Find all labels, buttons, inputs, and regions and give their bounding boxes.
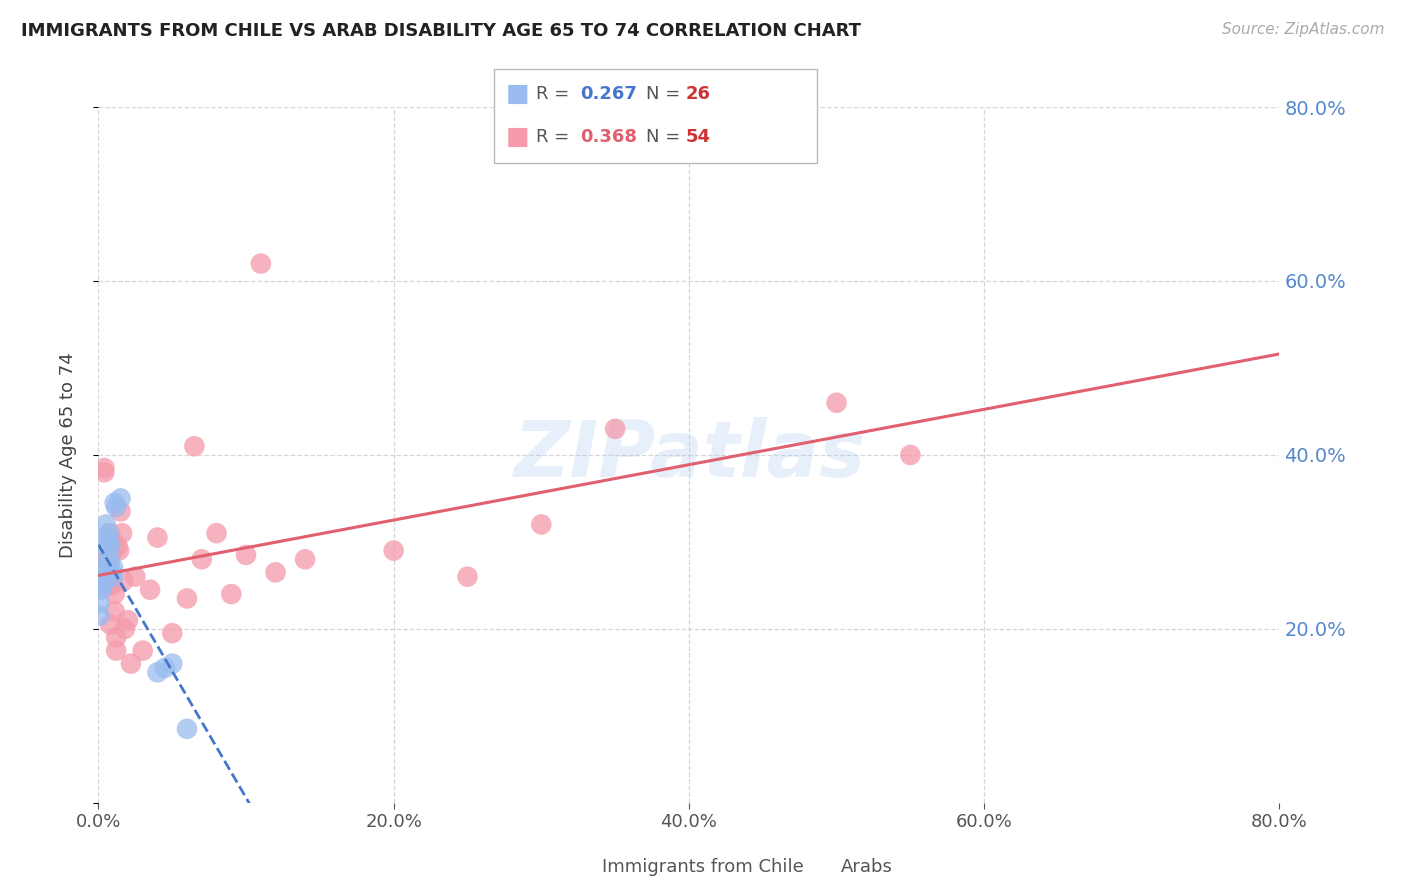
Point <box>162 657 183 671</box>
Text: 26: 26 <box>685 86 710 103</box>
Point <box>103 561 125 575</box>
Point <box>457 570 479 584</box>
Text: 0.267: 0.267 <box>579 86 637 103</box>
Point <box>90 574 112 588</box>
Point <box>96 543 118 558</box>
Point <box>107 539 129 553</box>
Point <box>98 539 121 553</box>
Point <box>98 552 121 566</box>
Point <box>191 552 214 566</box>
Point <box>97 534 120 549</box>
Point <box>96 578 118 592</box>
Point <box>91 570 114 584</box>
Point <box>111 526 134 541</box>
Point <box>162 626 183 640</box>
Point <box>91 557 114 571</box>
Text: 54: 54 <box>685 128 710 146</box>
Text: 0.368: 0.368 <box>579 128 637 146</box>
Point <box>93 566 115 580</box>
Point <box>139 582 162 597</box>
Point <box>104 496 127 510</box>
Point <box>103 543 125 558</box>
Point <box>294 552 316 566</box>
Point <box>94 517 117 532</box>
Point <box>176 722 198 736</box>
Point <box>96 531 118 545</box>
Point <box>93 466 115 480</box>
Point <box>104 605 127 619</box>
Point <box>97 526 120 541</box>
Point <box>93 461 115 475</box>
Point <box>153 661 176 675</box>
Point <box>97 570 120 584</box>
Point <box>100 566 122 580</box>
Point <box>100 578 122 592</box>
Point <box>530 517 553 532</box>
Text: ■: ■ <box>505 126 529 150</box>
Point <box>117 613 139 627</box>
Point <box>221 587 243 601</box>
Point <box>89 608 111 623</box>
Point <box>183 439 205 453</box>
Point <box>110 491 132 506</box>
Point <box>146 665 169 680</box>
Point <box>900 448 922 462</box>
Point <box>89 570 111 584</box>
Point <box>103 534 125 549</box>
Point <box>605 422 627 436</box>
Point <box>89 561 111 575</box>
Point <box>825 395 848 409</box>
Point <box>112 574 135 588</box>
Point <box>98 526 121 541</box>
Point <box>105 631 128 645</box>
Point <box>98 617 121 632</box>
Point <box>205 526 228 541</box>
Point <box>89 596 111 610</box>
Point <box>114 622 136 636</box>
Point <box>90 566 112 580</box>
Point <box>235 548 257 562</box>
Point <box>382 543 405 558</box>
Text: Arabs: Arabs <box>841 858 893 876</box>
Point <box>94 570 117 584</box>
Text: N =: N = <box>645 86 686 103</box>
Point <box>100 570 122 584</box>
Point <box>105 500 128 514</box>
Point <box>94 557 117 571</box>
Text: ZIPatlas: ZIPatlas <box>513 417 865 493</box>
Point <box>90 574 112 588</box>
Text: Source: ZipAtlas.com: Source: ZipAtlas.com <box>1222 22 1385 37</box>
Point <box>96 574 118 588</box>
Point <box>91 561 114 575</box>
Point <box>176 591 198 606</box>
Y-axis label: Disability Age 65 to 74: Disability Age 65 to 74 <box>59 352 77 558</box>
Point <box>132 643 155 657</box>
Text: Immigrants from Chile: Immigrants from Chile <box>602 858 803 876</box>
Text: N =: N = <box>645 128 686 146</box>
Point <box>91 578 114 592</box>
Point <box>250 257 273 271</box>
Point <box>96 566 118 580</box>
Point <box>97 561 120 575</box>
Text: IMMIGRANTS FROM CHILE VS ARAB DISABILITY AGE 65 TO 74 CORRELATION CHART: IMMIGRANTS FROM CHILE VS ARAB DISABILITY… <box>21 22 860 40</box>
Point <box>120 657 142 671</box>
Point <box>93 570 115 584</box>
Point <box>91 552 114 566</box>
Point <box>104 587 127 601</box>
Point <box>94 561 117 575</box>
Point <box>105 643 128 657</box>
Text: ■: ■ <box>505 82 529 106</box>
Point <box>103 570 125 584</box>
Text: R =: R = <box>536 86 575 103</box>
Point <box>108 543 131 558</box>
Text: R =: R = <box>536 128 575 146</box>
Point <box>146 531 169 545</box>
Point <box>124 570 146 584</box>
Point <box>90 582 112 597</box>
Point <box>264 566 287 580</box>
Point <box>110 504 132 518</box>
